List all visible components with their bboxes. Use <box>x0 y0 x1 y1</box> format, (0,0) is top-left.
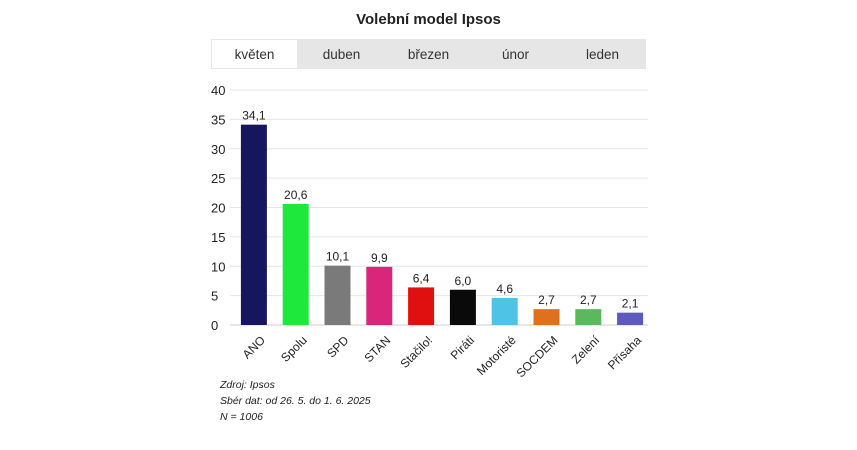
x-tick-label: Motoristé <box>474 333 519 378</box>
tab-leden[interactable]: leden <box>585 46 620 62</box>
source-line: Zdroj: Ipsos <box>220 379 275 391</box>
collection-date: Sbér dat: od 26. 5. do 1. 6. 2025 <box>220 395 371 407</box>
bar <box>282 203 309 325</box>
data-label: 4,6 <box>496 282 513 296</box>
bar <box>491 297 518 325</box>
tab-duben[interactable]: duben <box>322 46 361 62</box>
bar <box>449 289 476 325</box>
y-tick-label: 0 <box>211 318 218 333</box>
data-label: 2,1 <box>622 297 639 311</box>
data-label: 6,0 <box>455 274 472 288</box>
y-tick-label: 40 <box>211 83 225 98</box>
y-tick-label: 25 <box>211 171 225 186</box>
data-label: 10,1 <box>326 250 350 264</box>
x-tick-label: ANO <box>240 333 268 361</box>
bar <box>533 309 560 325</box>
y-tick-label: 5 <box>211 289 218 304</box>
y-tick-label: 10 <box>211 259 225 274</box>
chart-title: Volební model Ipsos <box>356 11 501 28</box>
x-tick-label: SOCDEM <box>513 333 560 380</box>
data-label: 2,7 <box>538 293 555 307</box>
bar <box>240 124 267 325</box>
data-label: 34,1 <box>242 109 266 123</box>
bar <box>575 309 602 325</box>
y-tick-label: 20 <box>211 201 225 216</box>
data-label: 9,9 <box>371 251 388 265</box>
tab-brezen[interactable]: březen <box>407 46 450 62</box>
x-tick-label: Stačilo! <box>397 333 435 371</box>
tab-unor[interactable]: únor <box>501 46 530 62</box>
y-tick-label: 35 <box>211 112 225 127</box>
x-tick-label: Spolu <box>278 333 310 365</box>
x-tick-label: SPD <box>324 333 352 361</box>
data-label: 20,6 <box>284 188 308 202</box>
period-tabs: květen duben březen únor leden <box>211 39 646 69</box>
data-label: 2,7 <box>580 293 597 307</box>
x-tick-label: Piráti <box>448 333 477 362</box>
data-label: 6,4 <box>413 271 430 285</box>
bar <box>617 312 644 325</box>
bar <box>408 287 435 325</box>
bar <box>324 265 351 325</box>
sample-size: N = 1006 <box>220 411 263 423</box>
y-tick-label: 15 <box>211 230 225 245</box>
y-tick-label: 30 <box>211 142 225 157</box>
x-tick-label: STAN <box>361 333 393 365</box>
x-tick-label: Zelení <box>569 333 603 367</box>
tab-kveten[interactable]: květen <box>211 39 298 69</box>
bar <box>366 266 393 325</box>
x-tick-label: Přísaha <box>605 333 644 372</box>
source-note: Zdroj: Ipsos Sbér dat: od 26. 5. do 1. 6… <box>220 377 371 425</box>
